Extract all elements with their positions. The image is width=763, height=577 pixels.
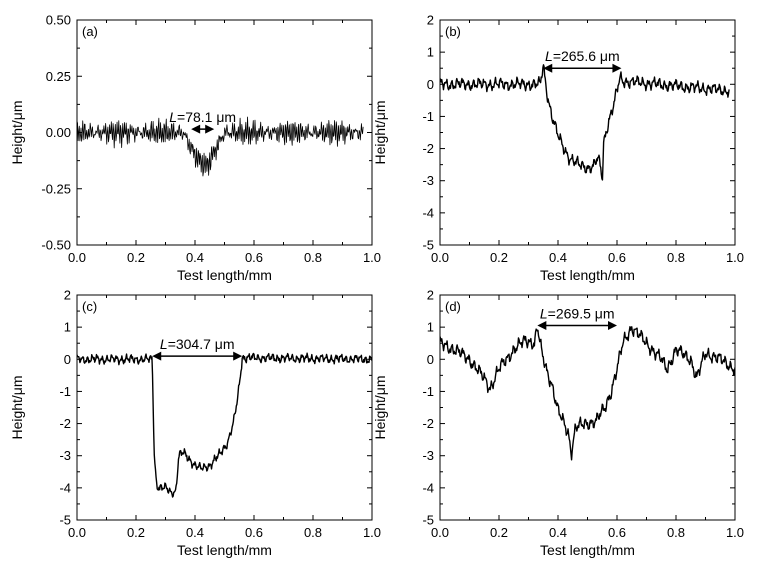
x-axis-label: Test length/mm bbox=[540, 267, 635, 283]
y-tick-label: 2 bbox=[64, 288, 71, 303]
panel-label: (d) bbox=[445, 299, 461, 314]
x-tick-label: 0.4 bbox=[186, 525, 204, 540]
width-annotation: L=78.1 μm bbox=[169, 109, 236, 125]
x-tick-label: 1.0 bbox=[726, 525, 744, 540]
x-tick-label: 1.0 bbox=[363, 525, 381, 540]
surface-profile-line bbox=[440, 64, 730, 181]
y-tick-label: -0.50 bbox=[41, 238, 71, 253]
x-axis-label: Test length/mm bbox=[177, 542, 272, 558]
plot-frame bbox=[76, 294, 373, 521]
width-symbol: L bbox=[160, 336, 168, 352]
y-tick-label: -1 bbox=[422, 109, 434, 124]
y-tick-label: -5 bbox=[422, 513, 434, 528]
y-tick-label: -3 bbox=[59, 448, 71, 463]
width-symbol: L bbox=[540, 306, 548, 322]
width-value: =269.5 μm bbox=[548, 306, 615, 322]
x-tick-label: 0.8 bbox=[667, 525, 685, 540]
x-tick-label: 1.0 bbox=[726, 250, 744, 265]
x-tick-label: 0.6 bbox=[245, 525, 263, 540]
y-tick-label: 1 bbox=[427, 45, 434, 60]
width-annotation: L=269.5 μm bbox=[540, 306, 615, 322]
y-tick-label: -3 bbox=[422, 173, 434, 188]
y-tick-label: -5 bbox=[59, 513, 71, 528]
width-symbol: L bbox=[545, 48, 553, 64]
y-tick-label: -0.25 bbox=[41, 181, 71, 196]
y-tick-label: -4 bbox=[422, 205, 434, 220]
x-tick-label: 0.0 bbox=[431, 525, 449, 540]
arrow-head-left bbox=[191, 124, 201, 134]
y-tick-label: 0 bbox=[64, 352, 71, 367]
y-tick-label: 0 bbox=[427, 77, 434, 92]
x-tick-label: 0.0 bbox=[68, 525, 86, 540]
x-tick-label: 0.4 bbox=[549, 525, 567, 540]
y-tick-label: -2 bbox=[422, 141, 434, 156]
x-tick-label: 0.4 bbox=[549, 250, 567, 265]
panel-label: (c) bbox=[82, 299, 97, 314]
width-value: =265.6 μm bbox=[553, 48, 620, 64]
panel-label: (b) bbox=[445, 24, 461, 39]
y-tick-label: -5 bbox=[422, 238, 434, 253]
y-tick-label: -2 bbox=[59, 416, 71, 431]
arrow-head-right bbox=[205, 124, 215, 134]
y-axis-label: Height/μm bbox=[372, 375, 388, 439]
surface-profile-line bbox=[440, 325, 735, 461]
y-tick-label: 1 bbox=[64, 320, 71, 335]
x-tick-label: 0.4 bbox=[186, 250, 204, 265]
y-tick-label: -2 bbox=[422, 416, 434, 431]
y-tick-label: 2 bbox=[427, 13, 434, 28]
y-tick-label: 2 bbox=[427, 288, 434, 303]
arrow-head-right bbox=[233, 351, 243, 361]
plot-frame bbox=[439, 294, 736, 521]
x-tick-label: 0.8 bbox=[304, 250, 322, 265]
arrow-head-right bbox=[608, 321, 617, 331]
width-symbol: L bbox=[169, 109, 177, 125]
arrow-head-right bbox=[612, 63, 622, 73]
x-tick-label: 0.6 bbox=[608, 525, 626, 540]
panel-a: 0.0 0.2 0.4 0.6 0.8 1.0 -0.50 -0.25 0.00 0.25 0.50… bbox=[9, 13, 381, 284]
surface-profile-line bbox=[77, 116, 364, 177]
y-tick-label: 0.50 bbox=[46, 13, 71, 28]
width-value: =304.7 μm bbox=[168, 336, 235, 352]
x-tick-label: 0.2 bbox=[127, 525, 145, 540]
panel-label: (a) bbox=[82, 24, 98, 39]
y-axis-label: Height/μm bbox=[9, 375, 25, 439]
y-tick-label: -4 bbox=[59, 480, 71, 495]
arrow-head-left bbox=[537, 321, 547, 331]
y-axis-label: Height/μm bbox=[9, 100, 25, 164]
surface-profile-line bbox=[77, 352, 372, 498]
x-axis-label: Test length/mm bbox=[177, 267, 272, 283]
y-tick-label: -1 bbox=[59, 384, 71, 399]
y-tick-label: -3 bbox=[422, 448, 434, 463]
panel-b: 0.0 0.2 0.4 0.6 0.8 1.0 -5 -4 -3 -2 -1 0 1 2 Test leng… bbox=[372, 13, 744, 284]
x-tick-label: 0.2 bbox=[127, 250, 145, 265]
x-tick-label: 0.8 bbox=[667, 250, 685, 265]
arrow-head-left bbox=[152, 351, 162, 361]
x-tick-label: 0.2 bbox=[490, 250, 508, 265]
x-tick-label: 0.0 bbox=[68, 250, 86, 265]
x-tick-label: 0.6 bbox=[245, 250, 263, 265]
x-tick-label: 1.0 bbox=[363, 250, 381, 265]
x-tick-label: 0.2 bbox=[490, 525, 508, 540]
y-tick-label: 0.25 bbox=[46, 69, 71, 84]
x-axis-label: Test length/mm bbox=[540, 542, 635, 558]
panel-d: 0.0 0.2 0.4 0.6 0.8 1.0 -5 -4 -3 -2 -1 0 1 2 Test leng… bbox=[372, 288, 744, 559]
width-value: =78.1 μm bbox=[177, 109, 236, 125]
panel-c: 0.0 0.2 0.4 0.6 0.8 1.0 -5 -4 -3 -2 -1 0 1 2 Test leng… bbox=[9, 288, 381, 559]
y-tick-label: -4 bbox=[422, 480, 434, 495]
y-axis-label: Height/μm bbox=[372, 100, 388, 164]
y-tick-label: 1 bbox=[427, 320, 434, 335]
width-annotation: L=304.7 μm bbox=[160, 336, 235, 352]
y-tick-label: 0 bbox=[427, 352, 434, 367]
width-annotation: L=265.6 μm bbox=[545, 48, 620, 64]
x-tick-label: 0.8 bbox=[304, 525, 322, 540]
y-tick-label: -1 bbox=[422, 384, 434, 399]
x-tick-label: 0.0 bbox=[431, 250, 449, 265]
arrow-head-left bbox=[543, 63, 553, 73]
y-tick-label: 0.00 bbox=[46, 125, 71, 140]
x-tick-label: 0.6 bbox=[608, 250, 626, 265]
